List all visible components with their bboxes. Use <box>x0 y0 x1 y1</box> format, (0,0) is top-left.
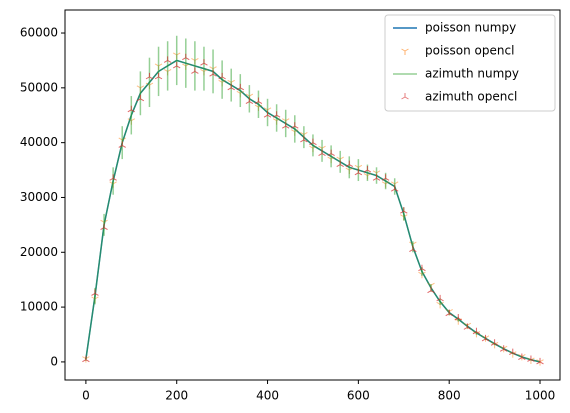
marker <box>227 83 235 91</box>
marker <box>127 105 136 113</box>
marker <box>427 286 435 294</box>
series-line <box>85 59 541 363</box>
marker <box>236 83 245 91</box>
marker <box>209 70 217 77</box>
y-tick-label: 60000 <box>20 26 58 40</box>
marker <box>109 174 117 181</box>
x-tick-label: 1000 <box>525 389 556 403</box>
marker <box>527 355 535 362</box>
marker <box>200 59 208 66</box>
x-tick-label: 400 <box>256 389 279 403</box>
marker <box>309 138 317 146</box>
x-tick-label: 0 <box>82 389 90 403</box>
marker <box>281 122 290 129</box>
marker <box>263 111 272 118</box>
marker <box>536 357 544 365</box>
marker <box>436 294 444 302</box>
marker <box>363 166 372 173</box>
marker <box>272 111 281 118</box>
marker <box>245 97 254 104</box>
marker <box>327 149 335 157</box>
marker <box>91 289 99 296</box>
y-tick-label: 10000 <box>20 300 58 314</box>
marker <box>354 168 363 176</box>
y-tick-label: 40000 <box>20 135 58 149</box>
marker <box>381 174 390 181</box>
x-tick-label: 800 <box>438 389 461 403</box>
marker <box>300 135 308 143</box>
marker <box>191 67 199 74</box>
marker <box>291 122 299 129</box>
y-tick-label: 20000 <box>20 245 58 259</box>
marker <box>336 160 344 168</box>
x-tick-label: 600 <box>347 389 370 403</box>
legend-label: azimuth opencl <box>425 90 517 104</box>
marker <box>318 149 326 157</box>
y-tick-label: 0 <box>50 354 58 368</box>
marker <box>518 353 526 360</box>
legend-label: poisson opencl <box>425 44 514 58</box>
marker <box>82 355 90 363</box>
legend-box <box>384 14 556 112</box>
marker <box>454 314 463 321</box>
y-tick-label: 30000 <box>20 190 58 204</box>
marker <box>481 334 490 342</box>
marker <box>445 309 453 317</box>
plot-frame <box>64 9 561 381</box>
x-tick-label: 200 <box>165 389 188 403</box>
y-tick-label: 50000 <box>20 80 58 94</box>
marker <box>400 207 408 214</box>
marker <box>163 56 172 63</box>
marker <box>418 264 426 272</box>
legend-swatch <box>401 48 409 55</box>
legend-label: azimuth numpy <box>425 67 519 81</box>
marker <box>218 72 226 80</box>
marker <box>472 327 481 335</box>
marker <box>390 185 399 192</box>
legend-swatch <box>401 93 409 100</box>
marker <box>499 345 508 352</box>
marker <box>490 339 499 346</box>
marker <box>509 348 517 356</box>
legend: poisson numpy poisson opencl azimuth numpy… <box>384 14 556 112</box>
marker <box>136 94 145 102</box>
marker <box>154 72 163 80</box>
marker <box>463 323 472 330</box>
marker <box>118 141 126 148</box>
marker <box>145 72 154 80</box>
marker <box>409 245 417 252</box>
marker <box>372 174 381 181</box>
marker <box>345 160 354 168</box>
marker <box>100 223 108 231</box>
marker <box>254 97 263 104</box>
marker <box>172 61 181 69</box>
legend-label: poisson numpy <box>425 21 516 35</box>
marker <box>182 53 190 61</box>
